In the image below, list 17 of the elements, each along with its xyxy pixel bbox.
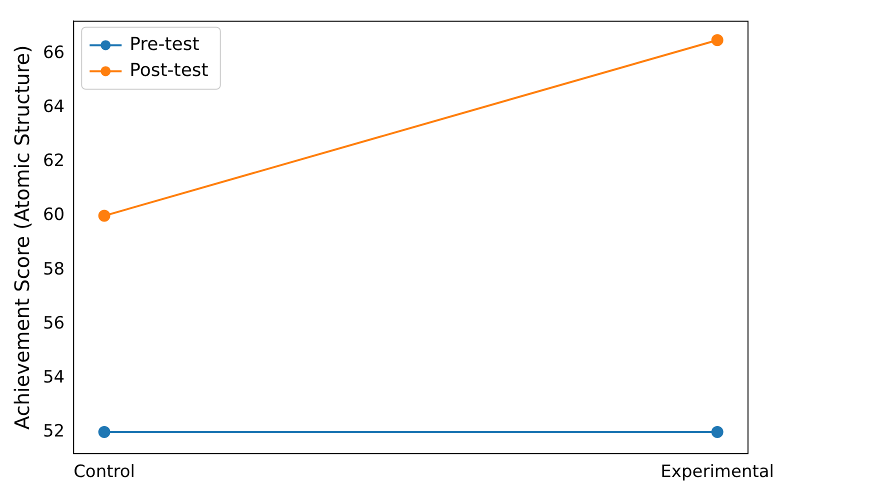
y-tick-label: 64 [42, 97, 65, 118]
point [98, 210, 110, 222]
legend-label: Post-test [130, 60, 208, 81]
y-tick-label: 52 [42, 421, 65, 442]
y-tick-label: 66 [42, 43, 65, 64]
legend-label: Pre-test [130, 34, 200, 55]
point [711, 426, 724, 438]
point [98, 426, 110, 438]
x-tick-label: Experimental [660, 462, 774, 482]
y-tick-label: 62 [42, 151, 65, 172]
point [711, 34, 724, 46]
y-tick-label: 56 [42, 313, 65, 334]
y-tick-label: 58 [42, 259, 65, 280]
y-axis-title: Achievement Score (Atomic Structure) [10, 45, 34, 430]
y-tick-label: 60 [42, 205, 65, 226]
y-tick-label: 54 [42, 367, 65, 388]
x-tick-label: Control [74, 462, 136, 482]
